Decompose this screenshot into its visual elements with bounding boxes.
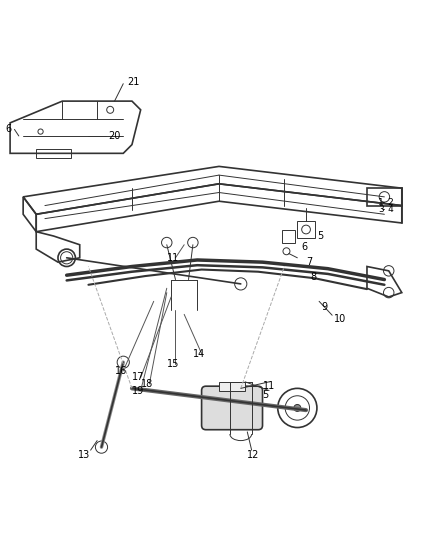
Text: 13: 13 (78, 449, 90, 459)
Circle shape (294, 405, 301, 411)
Text: 8: 8 (311, 272, 317, 282)
Text: 3: 3 (378, 205, 384, 214)
Text: 12: 12 (247, 449, 260, 459)
Text: 6: 6 (6, 124, 12, 134)
Text: 18: 18 (141, 379, 153, 389)
Text: 19: 19 (132, 385, 144, 395)
Polygon shape (219, 382, 245, 391)
Text: 17: 17 (132, 373, 145, 383)
Text: 6: 6 (302, 242, 308, 252)
Text: 14: 14 (193, 349, 205, 359)
Text: - 2: - 2 (382, 198, 394, 207)
Text: 21: 21 (127, 77, 140, 86)
Text: 7: 7 (306, 257, 312, 267)
Text: 5: 5 (262, 390, 269, 400)
Text: 9: 9 (321, 302, 327, 312)
Text: 11: 11 (167, 253, 179, 263)
Text: 20: 20 (108, 131, 120, 141)
Text: 11: 11 (262, 381, 275, 391)
Text: 10: 10 (334, 314, 346, 324)
FancyBboxPatch shape (201, 386, 262, 430)
Text: 16: 16 (115, 366, 127, 376)
Text: 15: 15 (167, 359, 179, 369)
Text: 1: 1 (378, 198, 384, 207)
Text: 5: 5 (317, 231, 323, 241)
Text: - 4: - 4 (382, 205, 394, 214)
